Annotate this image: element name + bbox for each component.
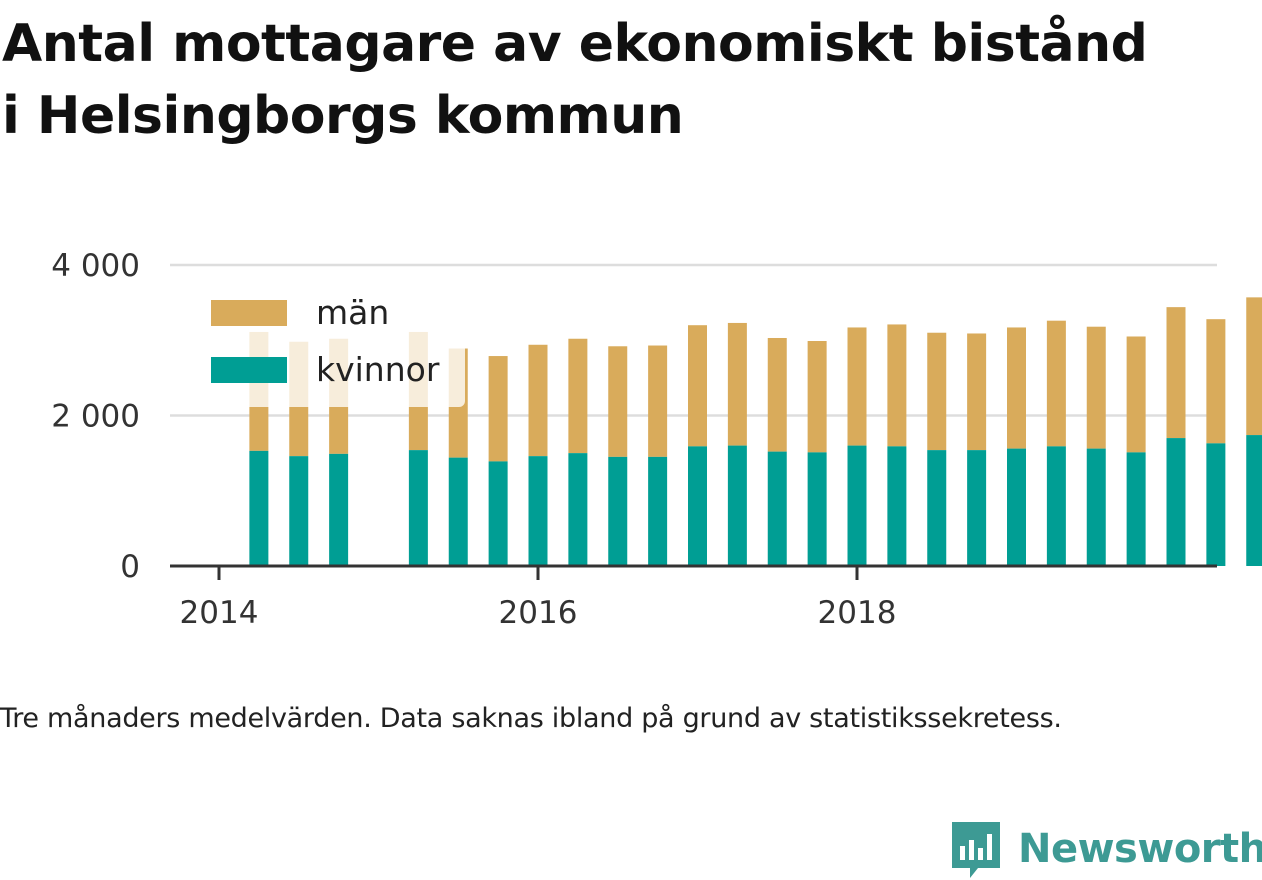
bar-kvinnor xyxy=(807,452,827,566)
legend-swatch xyxy=(211,300,287,326)
bar-man xyxy=(1007,327,1026,449)
legend-label: män xyxy=(316,293,389,332)
bar-kvinnor xyxy=(1046,446,1066,566)
brand[interactable]: Newsworthy xyxy=(950,818,1262,880)
x-axis: 201420162018202120232025 xyxy=(170,564,1217,631)
bar-kvinnor xyxy=(329,453,349,566)
bar-kvinnor xyxy=(767,451,787,566)
bar-kvinnor xyxy=(927,450,947,566)
bar-man xyxy=(528,344,548,457)
bar-kvinnor xyxy=(648,456,668,566)
legend-swatch xyxy=(211,357,287,383)
bar-man xyxy=(568,338,588,454)
bar-man xyxy=(967,333,987,451)
bar-man xyxy=(727,322,747,446)
legend-label: kvinnor xyxy=(316,350,440,389)
newsworthy-logo-icon xyxy=(952,822,1000,878)
bar-man xyxy=(488,356,508,462)
bars xyxy=(249,297,1262,566)
bar-kvinnor xyxy=(249,450,269,566)
y-tick-label: 2 000 xyxy=(51,399,140,435)
bar-kvinnor xyxy=(847,445,867,566)
legend: män kvinnor xyxy=(195,287,465,407)
bar-kvinnor xyxy=(688,446,707,566)
brand-name: Newsworthy xyxy=(1018,826,1262,872)
x-tick-label: 2014 xyxy=(180,595,259,631)
x-tick-label: 2018 xyxy=(818,595,897,631)
bar-kvinnor xyxy=(727,445,747,566)
bar-kvinnor xyxy=(1126,452,1146,566)
bar-man xyxy=(767,337,787,452)
bar-kvinnor xyxy=(1007,448,1026,566)
bar-man xyxy=(1246,297,1262,436)
chart-title-line-2: i Helsingborgs kommun xyxy=(2,86,684,146)
footnote: Tre månaders medelvärden. Data saknas ib… xyxy=(0,703,1062,734)
bar-man xyxy=(927,332,947,451)
bar-man xyxy=(608,346,628,457)
y-axis-tick-labels: 0 2 000 4 000 xyxy=(51,248,140,585)
bar-man xyxy=(1086,326,1106,449)
bar-man xyxy=(1126,336,1146,453)
bar-man xyxy=(847,327,867,446)
chart-title: Antal mottagare av ekonomiskt bistånd i … xyxy=(2,8,1257,152)
bar-kvinnor xyxy=(1246,435,1262,566)
bar-kvinnor xyxy=(289,456,309,566)
bar-kvinnor xyxy=(528,456,548,566)
bar-man xyxy=(688,325,707,447)
bar-man xyxy=(887,324,907,447)
bar-man xyxy=(1206,319,1226,444)
bar-kvinnor xyxy=(448,457,468,566)
chart-title-line-1: Antal mottagare av ekonomiskt bistånd xyxy=(2,14,1148,74)
y-tick-label: 0 xyxy=(120,549,140,585)
bar-kvinnor xyxy=(408,450,428,566)
bar-man xyxy=(1166,307,1186,439)
bar-kvinnor xyxy=(488,461,508,566)
bar-kvinnor xyxy=(967,450,987,566)
bar-man xyxy=(1046,320,1066,447)
bar-kvinnor xyxy=(1206,443,1226,566)
bar-kvinnor xyxy=(887,446,907,566)
bar-kvinnor xyxy=(1166,438,1186,566)
x-tick-label: 2016 xyxy=(499,595,578,631)
bar-kvinnor xyxy=(568,453,588,566)
bar-kvinnor xyxy=(1086,448,1106,566)
bar-man xyxy=(807,341,827,453)
bar-man xyxy=(648,345,668,457)
bar-kvinnor xyxy=(608,456,628,566)
y-tick-label: 4 000 xyxy=(51,248,140,284)
